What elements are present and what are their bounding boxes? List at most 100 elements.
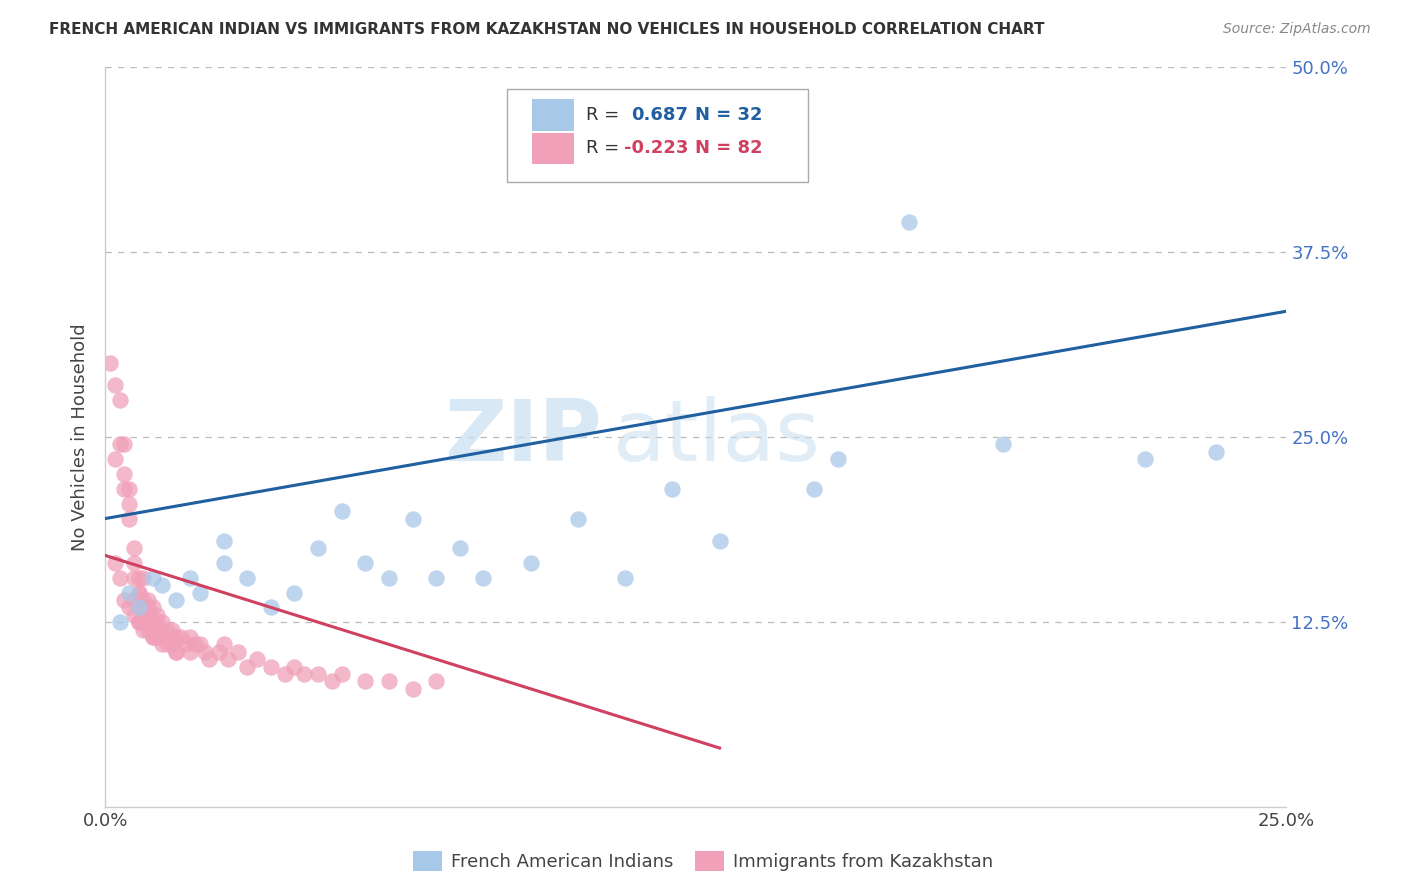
Point	[160, 637, 183, 651]
Point	[212, 637, 235, 651]
Text: -0.223: -0.223	[624, 139, 689, 157]
Point	[128, 600, 150, 615]
Point	[136, 607, 159, 622]
Point	[226, 645, 249, 659]
Point	[991, 437, 1014, 451]
Point	[174, 637, 197, 651]
Point	[236, 659, 259, 673]
Point	[122, 593, 145, 607]
Point	[260, 659, 283, 673]
FancyBboxPatch shape	[508, 89, 808, 182]
Point	[188, 585, 211, 599]
Point	[283, 585, 305, 599]
Point	[567, 511, 589, 525]
Point	[156, 637, 179, 651]
Point	[122, 556, 145, 570]
Point	[188, 637, 211, 651]
Point	[449, 541, 471, 555]
Point	[401, 511, 423, 525]
Point	[614, 571, 637, 585]
Text: R =: R =	[586, 139, 626, 157]
Point	[156, 630, 179, 644]
Point	[146, 615, 169, 630]
Point	[208, 645, 231, 659]
Point	[136, 623, 159, 637]
Point	[354, 674, 377, 689]
Point	[118, 600, 141, 615]
Point	[425, 571, 447, 585]
Point	[472, 571, 495, 585]
Point	[150, 637, 173, 651]
Point	[132, 623, 155, 637]
Point	[401, 681, 423, 696]
Text: ZIP: ZIP	[444, 395, 602, 479]
Text: Source: ZipAtlas.com: Source: ZipAtlas.com	[1223, 22, 1371, 37]
Point	[212, 556, 235, 570]
Point	[112, 482, 135, 496]
Point	[661, 482, 683, 496]
Point	[142, 600, 165, 615]
Text: N = 32: N = 32	[695, 106, 762, 124]
Point	[108, 571, 131, 585]
Point	[246, 652, 269, 666]
Point	[519, 556, 541, 570]
Point	[122, 541, 145, 555]
Point	[132, 571, 155, 585]
Point	[108, 437, 131, 451]
Point	[136, 615, 159, 630]
Point	[112, 437, 135, 451]
Point	[198, 652, 221, 666]
Point	[165, 645, 187, 659]
Point	[128, 585, 150, 599]
Point	[132, 593, 155, 607]
Point	[150, 578, 173, 592]
Point	[128, 615, 150, 630]
Point	[128, 615, 150, 630]
Point	[142, 623, 165, 637]
Point	[194, 645, 217, 659]
Text: N = 82: N = 82	[695, 139, 762, 157]
Point	[307, 667, 329, 681]
Point	[283, 659, 305, 673]
Point	[108, 392, 131, 407]
Point	[136, 593, 159, 607]
Point	[146, 623, 169, 637]
Point	[104, 452, 127, 467]
Point	[150, 630, 173, 644]
Text: FRENCH AMERICAN INDIAN VS IMMIGRANTS FROM KAZAKHSTAN NO VEHICLES IN HOUSEHOLD CO: FRENCH AMERICAN INDIAN VS IMMIGRANTS FRO…	[49, 22, 1045, 37]
Point	[118, 585, 141, 599]
Point	[112, 593, 135, 607]
Point	[827, 452, 849, 467]
Point	[142, 630, 165, 644]
Point	[425, 674, 447, 689]
Point	[179, 645, 201, 659]
Y-axis label: No Vehicles in Household: No Vehicles in Household	[72, 323, 90, 551]
Point	[104, 556, 127, 570]
Point	[709, 533, 731, 548]
Point	[156, 623, 179, 637]
Point	[160, 630, 183, 644]
Legend: French American Indians, Immigrants from Kazakhstan: French American Indians, Immigrants from…	[406, 844, 1000, 879]
Point	[142, 571, 165, 585]
Point	[165, 593, 187, 607]
Point	[212, 533, 235, 548]
Point	[274, 667, 297, 681]
Point	[236, 571, 259, 585]
Point	[136, 600, 159, 615]
Point	[184, 637, 207, 651]
Point	[132, 615, 155, 630]
Point	[292, 667, 315, 681]
Point	[118, 482, 141, 496]
Point	[128, 585, 150, 599]
Point	[1133, 452, 1156, 467]
Text: 0.687: 0.687	[631, 106, 688, 124]
FancyBboxPatch shape	[531, 133, 574, 164]
Point	[165, 645, 187, 659]
Point	[142, 615, 165, 630]
Point	[307, 541, 329, 555]
Point	[128, 600, 150, 615]
FancyBboxPatch shape	[531, 100, 574, 130]
Text: atlas: atlas	[613, 395, 821, 479]
Point	[118, 511, 141, 525]
Point	[128, 571, 150, 585]
